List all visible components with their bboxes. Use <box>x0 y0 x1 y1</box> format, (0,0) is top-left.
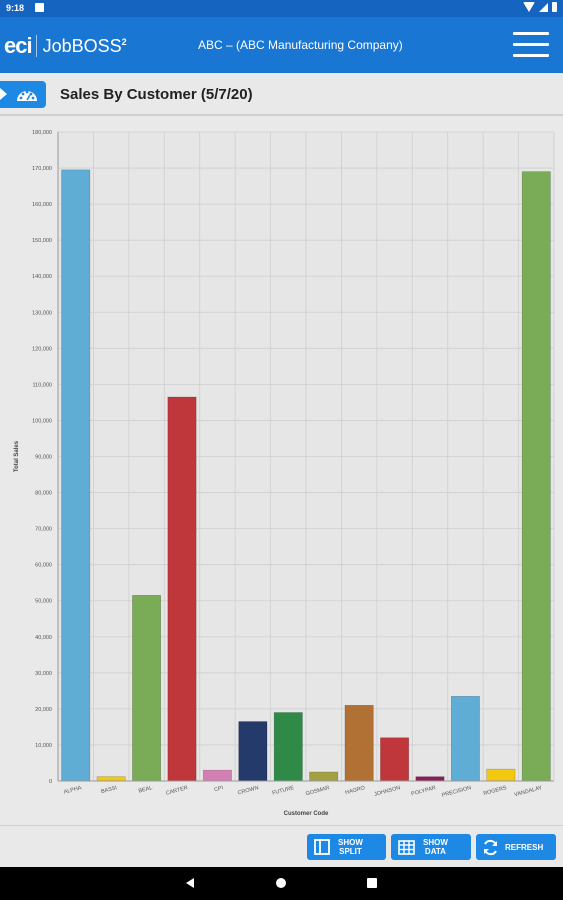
product-name: JobBOSS2 <box>43 36 127 57</box>
y-tick-label: 170,000 <box>32 166 52 172</box>
bar-johnson <box>380 737 410 782</box>
y-tick-label: 70,000 <box>35 527 52 533</box>
y-tick-label: 150,000 <box>32 238 52 244</box>
logo-divider <box>35 35 37 57</box>
table-icon <box>398 839 415 855</box>
system-icons <box>523 2 557 12</box>
x-tick-label: CPI <box>214 785 225 793</box>
split-view-icon <box>314 839 330 855</box>
bar-cpi <box>202 769 232 782</box>
bar-hagro <box>344 704 374 782</box>
product-name-text: JobBOSS <box>42 35 122 56</box>
signal-icon <box>539 2 548 12</box>
y-tick-label: 80,000 <box>35 491 52 497</box>
dashboard-button[interactable] <box>0 81 46 108</box>
y-tick-label: 20,000 <box>35 707 52 713</box>
refresh-label: REFRESH <box>505 842 544 852</box>
status-bar: 9:18 <box>0 0 563 17</box>
x-tick-label: HAGRO <box>345 785 367 796</box>
eci-logo-text: eci <box>4 33 33 58</box>
notification-icon <box>35 3 44 12</box>
bar-alpha <box>61 169 91 782</box>
status-time: 9:18 <box>6 3 25 13</box>
wifi-icon <box>523 2 535 12</box>
y-tick-label: 110,000 <box>33 382 52 388</box>
show-split-line2: SPLIT <box>339 847 362 856</box>
y-tick-label: 90,000 <box>35 455 52 461</box>
page-title: Sales By Customer (5/7/20) <box>60 86 253 103</box>
x-tick-label: GOSMAR <box>305 785 330 797</box>
y-tick-label: 180,000 <box>32 130 52 136</box>
bar-rogers <box>486 768 516 782</box>
y-axis-title: Total Sales <box>14 440 20 472</box>
x-tick-label: FUTURE <box>272 785 295 797</box>
menu-icon[interactable] <box>513 32 549 58</box>
show-data-line2: DATA <box>424 847 446 856</box>
action-bar: SHOW SPLIT SHOW DATA REFRESH <box>0 825 563 867</box>
show-split-label: SHOW SPLIT <box>338 838 363 856</box>
back-icon[interactable] <box>186 878 194 888</box>
x-tick-label: POLYPAR <box>411 785 437 797</box>
home-icon[interactable] <box>276 878 286 888</box>
show-data-button[interactable]: SHOW DATA <box>391 834 471 860</box>
y-tick-label: 40,000 <box>35 635 52 641</box>
bar-carter <box>167 396 197 782</box>
page-title-bar: Sales By Customer (5/7/20) <box>0 73 563 116</box>
app-header: eci JobBOSS2 ABC – (ABC Manufacturing Co… <box>0 17 563 73</box>
company-name[interactable]: ABC – (ABC Manufacturing Company) <box>198 38 403 52</box>
show-split-button[interactable]: SHOW SPLIT <box>307 834 386 860</box>
system-nav-bar <box>0 867 563 900</box>
y-tick-label: 0 <box>49 779 52 785</box>
y-tick-label: 120,000 <box>32 346 52 352</box>
x-tick-label: JOHNSON <box>374 785 402 798</box>
product-superscript: 2 <box>121 36 127 47</box>
expand-arrow-icon <box>0 88 7 100</box>
bar-vandalay <box>521 171 551 782</box>
x-tick-label: CROWN <box>237 785 259 796</box>
sales-chart: 0 10,000 20,000 30,000 40,000 50,000 60,000 70,… <box>0 118 563 824</box>
x-tick-label: ROGERS <box>483 785 508 797</box>
x-tick-label: ALPHA <box>63 785 82 796</box>
y-tick-label: 60,000 <box>35 563 52 569</box>
bar-bassi <box>96 776 126 782</box>
bar-crown <box>238 721 268 782</box>
y-tick-label: 140,000 <box>32 274 52 280</box>
x-axis-title: Customer Code <box>284 811 329 817</box>
refresh-button[interactable]: REFRESH <box>476 834 556 860</box>
bar-beal <box>132 595 162 782</box>
y-tick-label: 30,000 <box>35 671 52 677</box>
jobboss-logo: eci JobBOSS2 <box>4 33 127 59</box>
show-split-line1: SHOW <box>338 838 363 847</box>
x-tick-label: BEAL <box>138 785 153 794</box>
bar-precision <box>450 695 480 782</box>
x-tick-label: VANDALAY <box>514 785 543 798</box>
bar-chart-svg: 0 10,000 20,000 30,000 40,000 50,000 60,000 70,… <box>14 130 555 817</box>
x-tick-label: BASSI <box>100 785 118 795</box>
bar-future <box>273 712 303 782</box>
y-tick-label: 160,000 <box>32 202 52 208</box>
y-tick-label: 100,000 <box>32 418 52 424</box>
y-tick-label: 50,000 <box>35 599 52 605</box>
y-tick-label: 10,000 <box>35 743 52 749</box>
y-tick-label: 130,000 <box>32 310 52 316</box>
battery-icon <box>552 2 557 12</box>
show-data-line1: SHOW <box>423 838 448 847</box>
bar-gosmar <box>309 771 339 782</box>
x-tick-label: PRECISION <box>441 785 472 799</box>
x-tick-label: CARTER <box>165 785 188 797</box>
bar-polypar <box>415 776 445 782</box>
refresh-icon <box>484 839 497 855</box>
recent-apps-icon[interactable] <box>367 878 377 888</box>
gauge-icon <box>17 90 37 101</box>
show-data-label: SHOW DATA <box>423 838 448 856</box>
